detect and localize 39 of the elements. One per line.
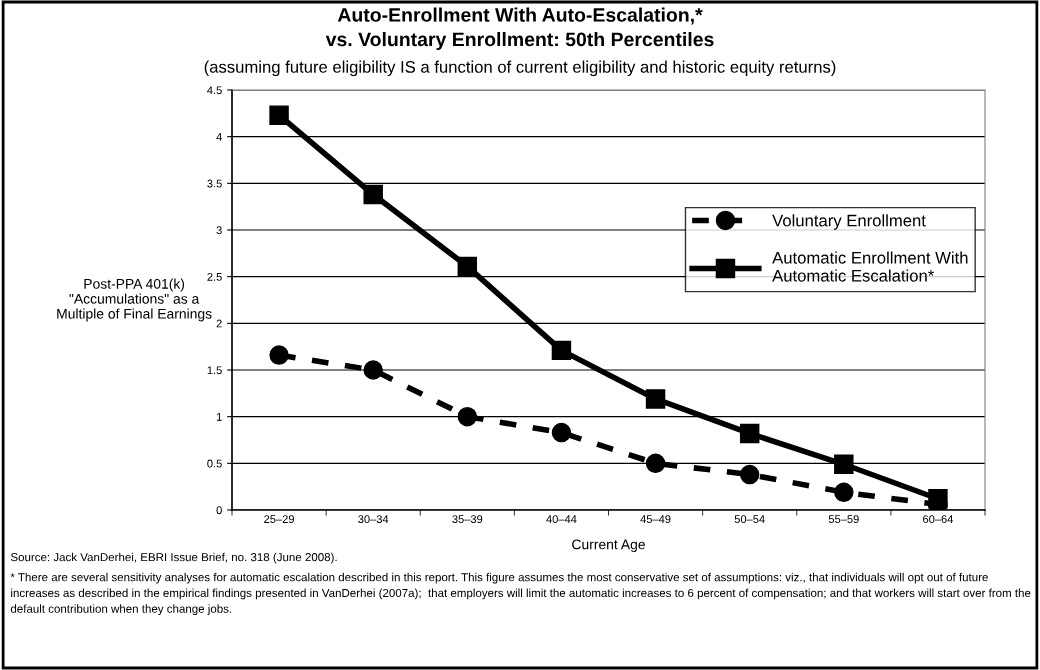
y-tick-label: 4	[216, 133, 222, 141]
x-tick-label: 30–34	[358, 515, 389, 524]
point	[457, 256, 478, 277]
y-tick-label: 3.5	[207, 179, 222, 188]
x-axis-title: Current Age	[572, 539, 645, 553]
point	[739, 464, 760, 485]
point	[269, 105, 289, 125]
x-tick-label: 25–29	[264, 515, 294, 524]
y-tick-label: 1	[216, 413, 222, 421]
x-tick-label: 60–64	[923, 515, 954, 524]
x-tick-label: 40–44	[546, 515, 577, 524]
legend-label: Voluntary Enrollment	[772, 214, 926, 230]
x-tick-label: 45–49	[640, 515, 671, 524]
y-tick-label: 0	[216, 506, 222, 515]
text: * There are several sensitivity analyses for automatic escalation described in this report. This figure assumes the most conservative set of assumptions: viz., that individuals will opt out of future increases as described in the empirical findings presented in VanDerhei (2007a); that employers will limit the automatic increases to 6 percent of compensation; and that workers will start over from the default contribution when they change jobs.	[10, 572, 1031, 616]
point	[645, 453, 666, 474]
y-tick-label: 2	[216, 319, 222, 328]
point	[269, 345, 289, 365]
y-tick-label: 2.5	[207, 272, 222, 281]
point	[834, 482, 854, 502]
y-tick-label: 4.5	[207, 86, 222, 95]
point	[363, 184, 383, 205]
point	[457, 406, 478, 427]
point	[363, 360, 383, 380]
y-tick-label: 1.5	[207, 366, 222, 375]
y-tick-label: 3	[216, 226, 222, 235]
x-tick-label: 35–39	[452, 515, 483, 524]
y-tick-label: 0.5	[207, 459, 222, 468]
legend-label: Automatic Enrollment With Automatic Escalation*	[772, 251, 968, 282]
x-tick-label: 50–54	[734, 515, 765, 524]
x-tick-label: 55–59	[828, 515, 859, 524]
point	[551, 422, 572, 443]
chart-title: Auto-Enrollment With Auto-Escalation,* vs. Voluntary Enrollment: 50th Percentiles	[325, 7, 714, 51]
source-note: Source: Jack VanDerhei, EBRI Issue Brief, no. 318 (June 2008).	[10, 552, 337, 564]
chart-subtitle: (assuming future eligibility IS a function of current eligibility and historic equity returns)	[204, 60, 836, 77]
point	[739, 423, 760, 444]
point	[834, 454, 854, 474]
point	[645, 389, 666, 409]
point	[551, 340, 572, 361]
